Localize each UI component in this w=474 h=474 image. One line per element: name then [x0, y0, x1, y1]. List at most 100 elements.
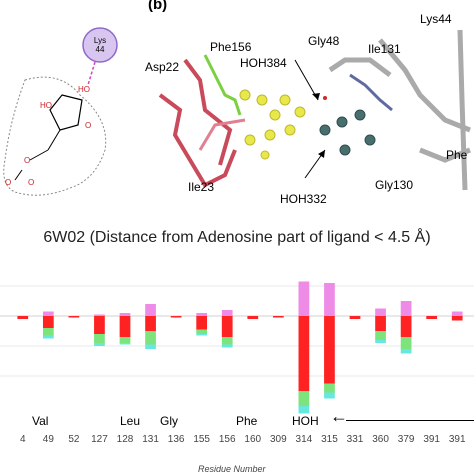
bar-segment [349, 316, 361, 319]
svg-text:O: O [5, 178, 11, 187]
bar-segment [145, 316, 156, 331]
bar-segment [298, 391, 310, 406]
bar-segment [119, 337, 131, 343]
label-hoh332: HOH332 [280, 192, 327, 206]
bar-segment [196, 316, 208, 330]
label-gly48: Gly48 [308, 34, 340, 48]
x-tick-label: 315 [321, 434, 338, 445]
svg-text:O: O [24, 156, 30, 165]
bar-segment [145, 344, 156, 349]
bar-segment [451, 316, 463, 321]
label-asp22: Asp22 [145, 60, 180, 74]
contact-bar-chart: 4 49 52 127 128 131 136 155 156 160 309 314 315 331 36… [0, 281, 474, 445]
bar-segment [375, 331, 386, 340]
label-ile23: Ile23 [188, 180, 215, 194]
bar-segment [221, 310, 233, 316]
arrow-line [346, 420, 474, 421]
svg-text:O: O [85, 121, 91, 130]
bar-segment [324, 392, 335, 399]
ligand-balls [239, 89, 306, 160]
x-tick-label: 127 [91, 434, 108, 445]
bar-segment [400, 349, 412, 354]
bar-segment [298, 316, 310, 391]
svg-text:Lys: Lys [94, 36, 106, 45]
bar-segment [298, 406, 310, 414]
res-hoh: HOH [292, 414, 319, 428]
svg-text:44: 44 [96, 45, 105, 54]
x-tick-label: 136 [168, 434, 185, 445]
label-ile131: Ile131 [368, 42, 401, 56]
bar-segment [94, 334, 105, 343]
bar-segment [94, 343, 105, 346]
sugar-ring [49, 94, 83, 131]
grey-sticks [328, 29, 471, 191]
bar-segment [119, 343, 131, 345]
phe156-sticks [203, 54, 242, 116]
x-tick-label: 155 [193, 434, 210, 445]
x-axis-label: Residue Number [198, 464, 266, 474]
x-tick-label: 331 [347, 434, 364, 445]
res-gly: Gly [160, 414, 178, 428]
label-hoh384: HOH384 [240, 56, 287, 70]
res-leu: Leu [120, 414, 141, 428]
bar-segment [196, 334, 208, 336]
bar-segment [196, 313, 208, 316]
x-tick-label: 52 [68, 434, 80, 445]
x-tick-label: 4 [20, 434, 26, 445]
bar-segment [42, 311, 54, 316]
bar-segment [170, 316, 182, 318]
bar-segment [375, 308, 386, 316]
chart-title: 6W02 (Distance from Adenosine part of li… [43, 229, 431, 246]
svg-text:HO: HO [40, 101, 52, 110]
x-tick-label: 156 [219, 434, 236, 445]
x-tick-label: 309 [270, 434, 287, 445]
svg-text:HO: HO [78, 85, 90, 94]
pocket-contour [3, 76, 107, 196]
x-tick-label: 314 [296, 434, 313, 445]
svg-text:O: O [28, 178, 34, 187]
bar-segment [221, 344, 233, 348]
bar-segment [375, 340, 386, 343]
bar-segment [42, 316, 54, 328]
x-tick-label: 360 [372, 434, 389, 445]
arrow-left: ← [330, 406, 348, 426]
x-tick-label: 379 [398, 434, 415, 445]
bar-segment [145, 331, 156, 345]
label-lys44: Lys44 [420, 12, 452, 26]
bar-segment [451, 311, 463, 316]
bar-segment [42, 335, 54, 339]
lys44-node [82, 27, 118, 63]
structure-3d-render [140, 0, 474, 215]
bar-segment [119, 313, 131, 316]
bar-segment [324, 383, 335, 393]
bar-segment [247, 316, 259, 319]
bar-segment [221, 316, 233, 337]
bar-segment [400, 316, 412, 337]
teal-balls [319, 109, 376, 156]
bar-segment [400, 301, 412, 316]
label-phe: Phe [446, 148, 468, 162]
bar-segment [298, 281, 310, 316]
bar-segment [42, 328, 54, 336]
x-tick-label: 391 [423, 434, 440, 445]
panel-b-label: (b) [148, 0, 168, 13]
bar-segment [119, 316, 131, 337]
bar-segment [17, 316, 29, 319]
x-tick-label: 131 [142, 434, 159, 445]
ligand-2d-diagram: Lys 44 HO HO O O O O [3, 27, 118, 196]
res-val: Val [32, 414, 49, 428]
bar-segment [94, 314, 105, 316]
bar-segment [145, 304, 156, 316]
bar-segment [196, 329, 208, 334]
bar-segment [426, 316, 438, 319]
bar-segment [221, 337, 233, 345]
bar-segment [94, 316, 105, 334]
label-phe156: Phe156 [210, 40, 252, 54]
x-tick-label: 160 [244, 434, 261, 445]
res-phe: Phe [236, 414, 258, 428]
hbond-line [87, 61, 96, 86]
label-gly130: Gly130 [375, 178, 414, 192]
bar-segment [68, 316, 80, 318]
asp22-sticks [158, 58, 237, 188]
